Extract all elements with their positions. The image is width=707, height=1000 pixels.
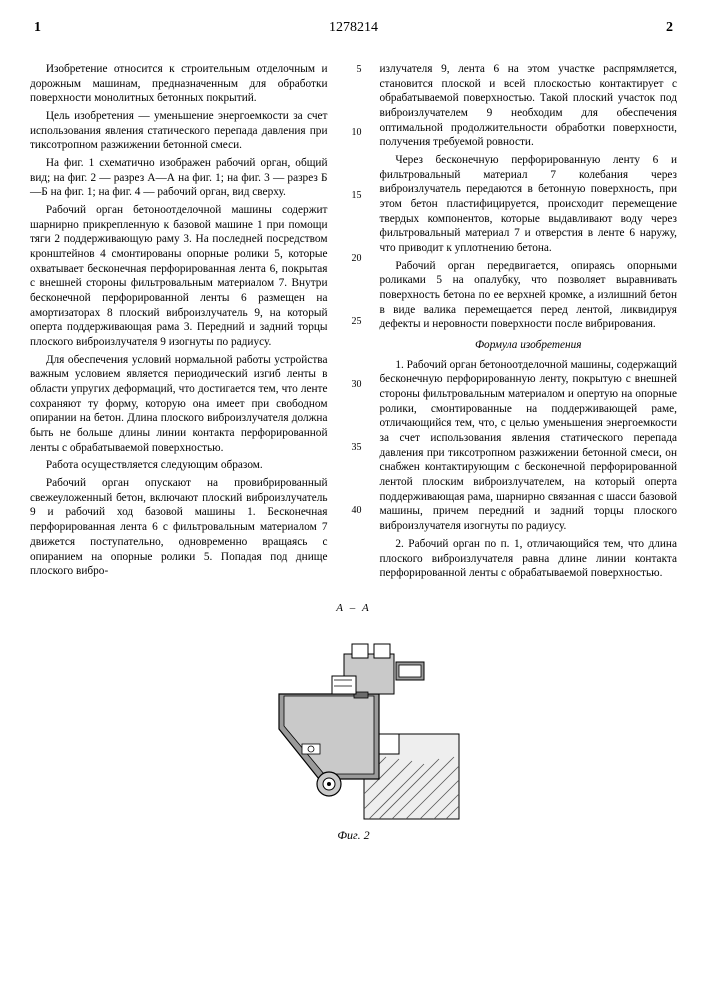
section-label: А – А [30,602,677,614]
left-column: Изобретение относится к строительным отд… [30,62,328,584]
line-number: 40 [346,504,362,567]
claim: 1. Рабочий орган бетоноотделочной машины… [380,358,678,534]
paragraph: Рабочий орган бетоноотделочной машины со… [30,203,328,350]
line-number: 15 [346,189,362,252]
page-number-left: 1 [34,20,41,36]
paragraph: Рабочий орган передвигается, опираясь оп… [380,259,678,332]
figure-drawing [224,614,484,824]
paragraph: Изобретение относится к строительным отд… [30,62,328,106]
patent-page: 1 1278214 2 Изобретение относится к стро… [0,0,707,858]
patent-number: 1278214 [329,20,378,36]
line-number: 20 [346,252,362,315]
claims-heading: Формула изобретения [380,338,678,353]
line-number: 30 [346,378,362,441]
line-number: 25 [346,315,362,378]
paragraph: Цель изобретения — уменьшение энергоемко… [30,109,328,153]
claim: 2. Рабочий орган по п. 1, отличающийся т… [380,537,678,581]
paragraph: Работа осуществляется следующим образом. [30,458,328,473]
line-number: 5 [346,63,362,126]
text-columns: Изобретение относится к строительным отд… [30,62,677,584]
figure-caption: Фиг. 2 [30,828,677,843]
line-number: 10 [346,126,362,189]
paragraph: излучателя 9, лента 6 на этом участке ра… [380,62,678,150]
paragraph: Рабочий орган опускают на провибрированн… [30,476,328,579]
paragraph: Через бесконечную перфорированную ленту … [380,153,678,256]
line-number-gutter: 5 10 15 20 25 30 35 40 [346,62,362,584]
page-number-right: 2 [666,20,673,36]
page-header: 1 1278214 2 [30,20,677,48]
paragraph: Для обеспечения условий нормальной работ… [30,353,328,456]
paragraph: На фиг. 1 схематично изображен рабочий о… [30,156,328,200]
right-column: излучателя 9, лента 6 на этом участке ра… [380,62,678,584]
line-number: 35 [346,441,362,504]
figure-2: А – А [30,602,677,843]
